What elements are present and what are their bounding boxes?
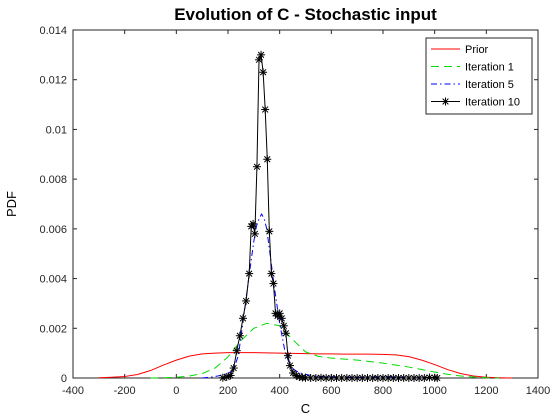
data-point [332, 374, 341, 382]
y-axis: 0 0.002 0.004 0.006 0.008 0.01 0.012 0.014 [39, 25, 538, 385]
y-tick-label: 0.002 [39, 323, 67, 335]
legend-entry: Iteration 5 [431, 79, 514, 91]
x-tick-label: -400 [62, 385, 84, 397]
data-point [265, 227, 274, 236]
data-point [226, 371, 235, 380]
series-1 [98, 352, 513, 379]
x-axis: -400 -200 0 200 400 600 800 1000 1200 1400 [62, 30, 550, 397]
data-point [286, 361, 294, 370]
data-point [267, 269, 276, 278]
data-point [283, 351, 292, 360]
legend-marker [441, 97, 450, 106]
x-tick-label: 600 [322, 385, 340, 397]
data-point [327, 374, 336, 382]
y-axis-label: PDF [4, 191, 19, 217]
data-point [252, 162, 261, 171]
legend: Prior Iteration 1 Iteration 5 Iteration 10 [425, 37, 533, 115]
x-tick-label: 400 [270, 385, 288, 397]
data-point [342, 374, 351, 382]
x-tick-label: 1400 [526, 385, 550, 397]
data-point [232, 346, 241, 355]
data-point [235, 331, 244, 340]
y-tick-label: 0.008 [39, 174, 67, 186]
data-point [229, 364, 238, 373]
data-point [249, 219, 258, 228]
x-tick-label: -200 [114, 385, 136, 397]
y-tick-label: 0.004 [39, 274, 67, 286]
x-tick-label: 1200 [474, 385, 498, 397]
legend-label: Iteration 1 [465, 62, 514, 74]
legend-label: Prior [465, 44, 489, 56]
chart-title: Evolution of C - Stochastic input [174, 5, 437, 24]
x-tick-label: 1000 [422, 385, 446, 397]
y-tick-label: 0.014 [39, 25, 67, 37]
data-point [250, 229, 259, 238]
legend-entry: Prior [431, 44, 489, 56]
data-point [306, 374, 315, 382]
series-layer [98, 50, 513, 382]
data-point [384, 374, 393, 382]
data-point [433, 374, 442, 382]
series-line [98, 352, 513, 379]
data-point [277, 314, 286, 323]
legend-label: Iteration 10 [465, 97, 520, 109]
data-point [257, 50, 266, 59]
data-point [245, 269, 254, 278]
data-point [348, 374, 356, 382]
x-axis-label: C [301, 401, 310, 416]
y-tick-label: 0.01 [46, 124, 67, 136]
x-tick-label: 0 [173, 385, 179, 397]
data-point [269, 279, 278, 288]
data-point [259, 68, 268, 77]
data-point [263, 155, 272, 164]
legend-entry: Iteration 1 [431, 62, 514, 74]
x-tick-label: 800 [374, 385, 392, 397]
y-tick-label: 0.012 [39, 75, 67, 87]
data-point [238, 314, 247, 323]
data-point [368, 374, 377, 382]
x-tick-label: 200 [219, 385, 237, 397]
legend-entry: Iteration 10 [431, 97, 520, 109]
y-tick-label: 0 [61, 373, 67, 385]
series-2 [150, 322, 500, 379]
data-point [261, 105, 270, 114]
data-point [279, 321, 288, 330]
data-point [281, 329, 290, 338]
data-point [242, 296, 251, 305]
series-4 [218, 50, 442, 382]
y-tick-label: 0.006 [39, 224, 67, 236]
series-line [150, 322, 500, 379]
legend-label: Iteration 5 [465, 79, 514, 91]
